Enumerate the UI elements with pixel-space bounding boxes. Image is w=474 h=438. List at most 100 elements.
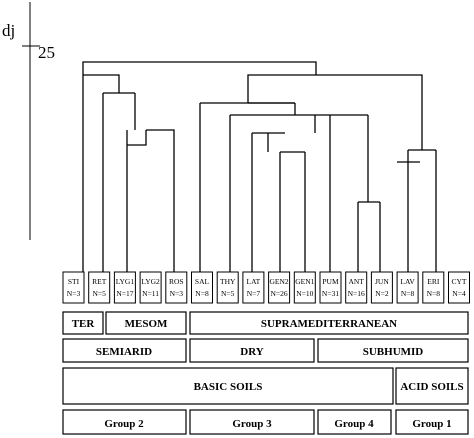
branch-lat-group xyxy=(252,115,316,134)
dendrogram-branches xyxy=(82,61,437,272)
label-group-3: Group 3 xyxy=(232,418,272,430)
label-basic-soils: BASIC SOILS xyxy=(194,381,263,393)
label-mesom: MESOM xyxy=(125,318,168,330)
leaf-code: LAT xyxy=(247,277,261,286)
label-ter: TER xyxy=(72,318,96,330)
leaf-code: CYT xyxy=(452,277,467,286)
box-ter xyxy=(62,311,104,335)
leaf-box-frame xyxy=(62,271,85,304)
box-basic-soils xyxy=(62,367,394,405)
leaf-count: N=16 xyxy=(348,289,365,298)
leaf-code: LYG2 xyxy=(141,277,160,286)
box-subhumid xyxy=(317,338,469,363)
box-group-4 xyxy=(317,409,392,435)
leaf-box-frame xyxy=(113,271,136,304)
label-acid-soils: ACID SOILS xyxy=(400,381,463,393)
leaf-box: GEN2 N=26 xyxy=(268,271,291,304)
leaf-code: LYG1 xyxy=(116,277,135,286)
leaf-count: N=11 xyxy=(142,289,159,298)
branch-thy-ant xyxy=(230,103,368,116)
leaf-box: ROS N=3 xyxy=(165,271,188,304)
leaf-code: LAV xyxy=(400,277,415,286)
box-group-1 xyxy=(395,409,469,435)
branch-left xyxy=(83,74,120,93)
leaf-box: RET N=5 xyxy=(88,271,111,304)
box-acid-soils xyxy=(395,367,469,405)
leaf-boxes: STI N=3 RET N=5 LYG1 N=17 LYG2 N=11 ROS N=3 SAL N=8… xyxy=(62,271,470,304)
leaf-box: ERI N=8 xyxy=(422,271,445,304)
leaf-count: N=4 xyxy=(452,289,466,298)
branch-lyg-ros xyxy=(126,129,175,272)
leaf-box-frame xyxy=(448,271,470,304)
distance-axis: dj 25 xyxy=(2,2,55,240)
label-dry: DRY xyxy=(240,346,264,358)
leaf-count: N=3 xyxy=(67,289,81,298)
band-labels: TER MESOM SUPRAMEDITERRANEAN SEMIARID DR… xyxy=(72,318,464,430)
leaf-code: STI xyxy=(68,277,80,286)
label-supramed: SUPRAMEDITERRANEAN xyxy=(261,318,397,330)
branch-ant-jun xyxy=(357,115,381,272)
branch-right-left xyxy=(247,74,316,103)
leaf-box: LAT N=7 xyxy=(242,271,265,304)
leaf-box-frame xyxy=(396,271,419,304)
leaf-box-frame xyxy=(268,271,291,304)
leaf-box-frame xyxy=(216,271,239,304)
leaf-box-frame xyxy=(319,271,342,304)
leaf-code: SAL xyxy=(195,277,210,286)
leaf-box-frame xyxy=(88,271,111,304)
box-group-2 xyxy=(62,409,187,435)
leaf-count: N=8 xyxy=(427,289,441,298)
axis-tick-label: 25 xyxy=(38,43,55,62)
label-semiarid: SEMIARID xyxy=(96,346,152,358)
leaf-code: GEN2 xyxy=(270,277,289,286)
leaf-box: SAL N=8 xyxy=(191,271,213,304)
leaf-count: N=17 xyxy=(116,289,133,298)
leaf-count: N=31 xyxy=(322,289,339,298)
branch-lav xyxy=(397,161,420,272)
leaf-box: CYT N=4 xyxy=(448,271,470,304)
leaf-count: N=2 xyxy=(375,289,389,298)
leaf-count: N=8 xyxy=(401,289,415,298)
leaf-code: ROS xyxy=(169,277,184,286)
leaf-code: ANT xyxy=(348,277,364,286)
leaf-box: ANT N=16 xyxy=(345,271,368,304)
leaf-count: N=7 xyxy=(247,289,261,298)
leaf-box: PUM N=31 xyxy=(319,271,342,304)
leaf-box-frame xyxy=(293,271,316,304)
leaf-code: PUM xyxy=(322,277,339,286)
label-group-2: Group 2 xyxy=(104,418,144,430)
box-group-3 xyxy=(189,409,315,435)
box-mesom xyxy=(105,311,187,335)
label-subhumid: SUBHUMID xyxy=(363,346,424,358)
leaf-box-frame xyxy=(139,271,162,304)
leaf-box: THY N=5 xyxy=(216,271,239,304)
label-group-4: Group 4 xyxy=(334,418,374,430)
leaf-code: RET xyxy=(92,277,107,286)
leaf-code: ERI xyxy=(427,277,440,286)
band-boxes xyxy=(62,311,469,435)
leaf-count: N=8 xyxy=(195,289,209,298)
leaf-count: N=3 xyxy=(170,289,184,298)
branch-right xyxy=(316,74,423,150)
leaf-box: STI N=3 xyxy=(62,271,85,304)
leaf-box: LYG1 N=17 xyxy=(113,271,136,304)
leaf-box: GEN1 N=10 xyxy=(293,271,316,304)
branch-gen-group xyxy=(267,133,305,153)
leaf-box-frame xyxy=(370,271,393,304)
leaf-box: JUN N=2 xyxy=(370,271,393,304)
leaf-code: THY xyxy=(220,277,236,286)
leaf-box-frame xyxy=(422,271,445,304)
leaf-box-frame xyxy=(165,271,188,304)
leaf-box-frame xyxy=(345,271,368,304)
leaf-count: N=26 xyxy=(271,289,288,298)
label-group-1: Group 1 xyxy=(412,418,451,430)
branch-acid xyxy=(407,149,437,162)
leaf-box-frame xyxy=(242,271,265,304)
branch-root xyxy=(82,61,317,75)
leaf-count: N=5 xyxy=(221,289,235,298)
leaf-box: LAV N=8 xyxy=(396,271,419,304)
leaf-count: N=10 xyxy=(296,289,313,298)
leaf-box-frame xyxy=(191,271,213,304)
leaf-count: N=5 xyxy=(92,289,106,298)
